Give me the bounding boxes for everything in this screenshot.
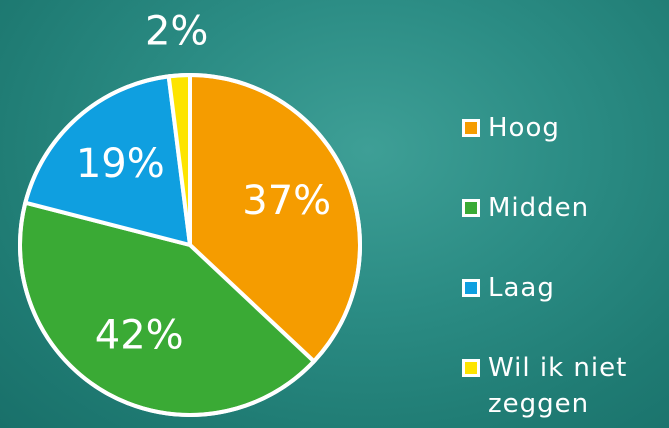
legend-swatch	[462, 359, 480, 377]
legend-swatch	[462, 119, 480, 137]
legend-label: Hoog	[488, 113, 560, 143]
legend-swatch	[462, 279, 480, 297]
legend-label: Wil ik niet zeggen	[488, 353, 628, 419]
legend-label: Laag	[488, 273, 555, 303]
legend-item: Laag	[462, 270, 667, 350]
pie-outline	[18, 73, 362, 417]
slice-label: 19%	[76, 141, 165, 187]
slice-label: 2%	[145, 8, 208, 54]
slice-label: 37%	[242, 178, 331, 224]
legend: Hoog Midden Laag Wil ik niet zeggen	[462, 110, 667, 428]
legend-item: Wil ik niet zeggen	[462, 350, 667, 428]
legend-label: Midden	[488, 193, 590, 223]
legend-item: Midden	[462, 190, 667, 270]
slice-label: 42%	[95, 312, 184, 358]
legend-item: Hoog	[462, 110, 667, 190]
legend-swatch	[462, 199, 480, 217]
